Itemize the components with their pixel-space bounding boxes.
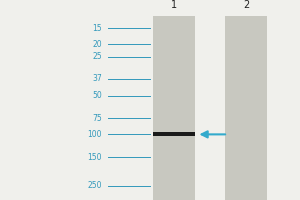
Bar: [153, 132, 195, 136]
Text: 100: 100: [88, 130, 102, 139]
Text: 75: 75: [92, 114, 102, 123]
Text: 1: 1: [171, 0, 177, 10]
Text: 2: 2: [243, 0, 249, 10]
Text: 20: 20: [92, 40, 102, 49]
Text: 250: 250: [88, 181, 102, 190]
Text: 37: 37: [92, 74, 102, 83]
Text: 15: 15: [92, 24, 102, 33]
Text: 150: 150: [88, 153, 102, 162]
Bar: [225, 16, 267, 200]
Text: 50: 50: [92, 91, 102, 100]
Text: 25: 25: [92, 52, 102, 61]
Bar: [153, 16, 195, 200]
